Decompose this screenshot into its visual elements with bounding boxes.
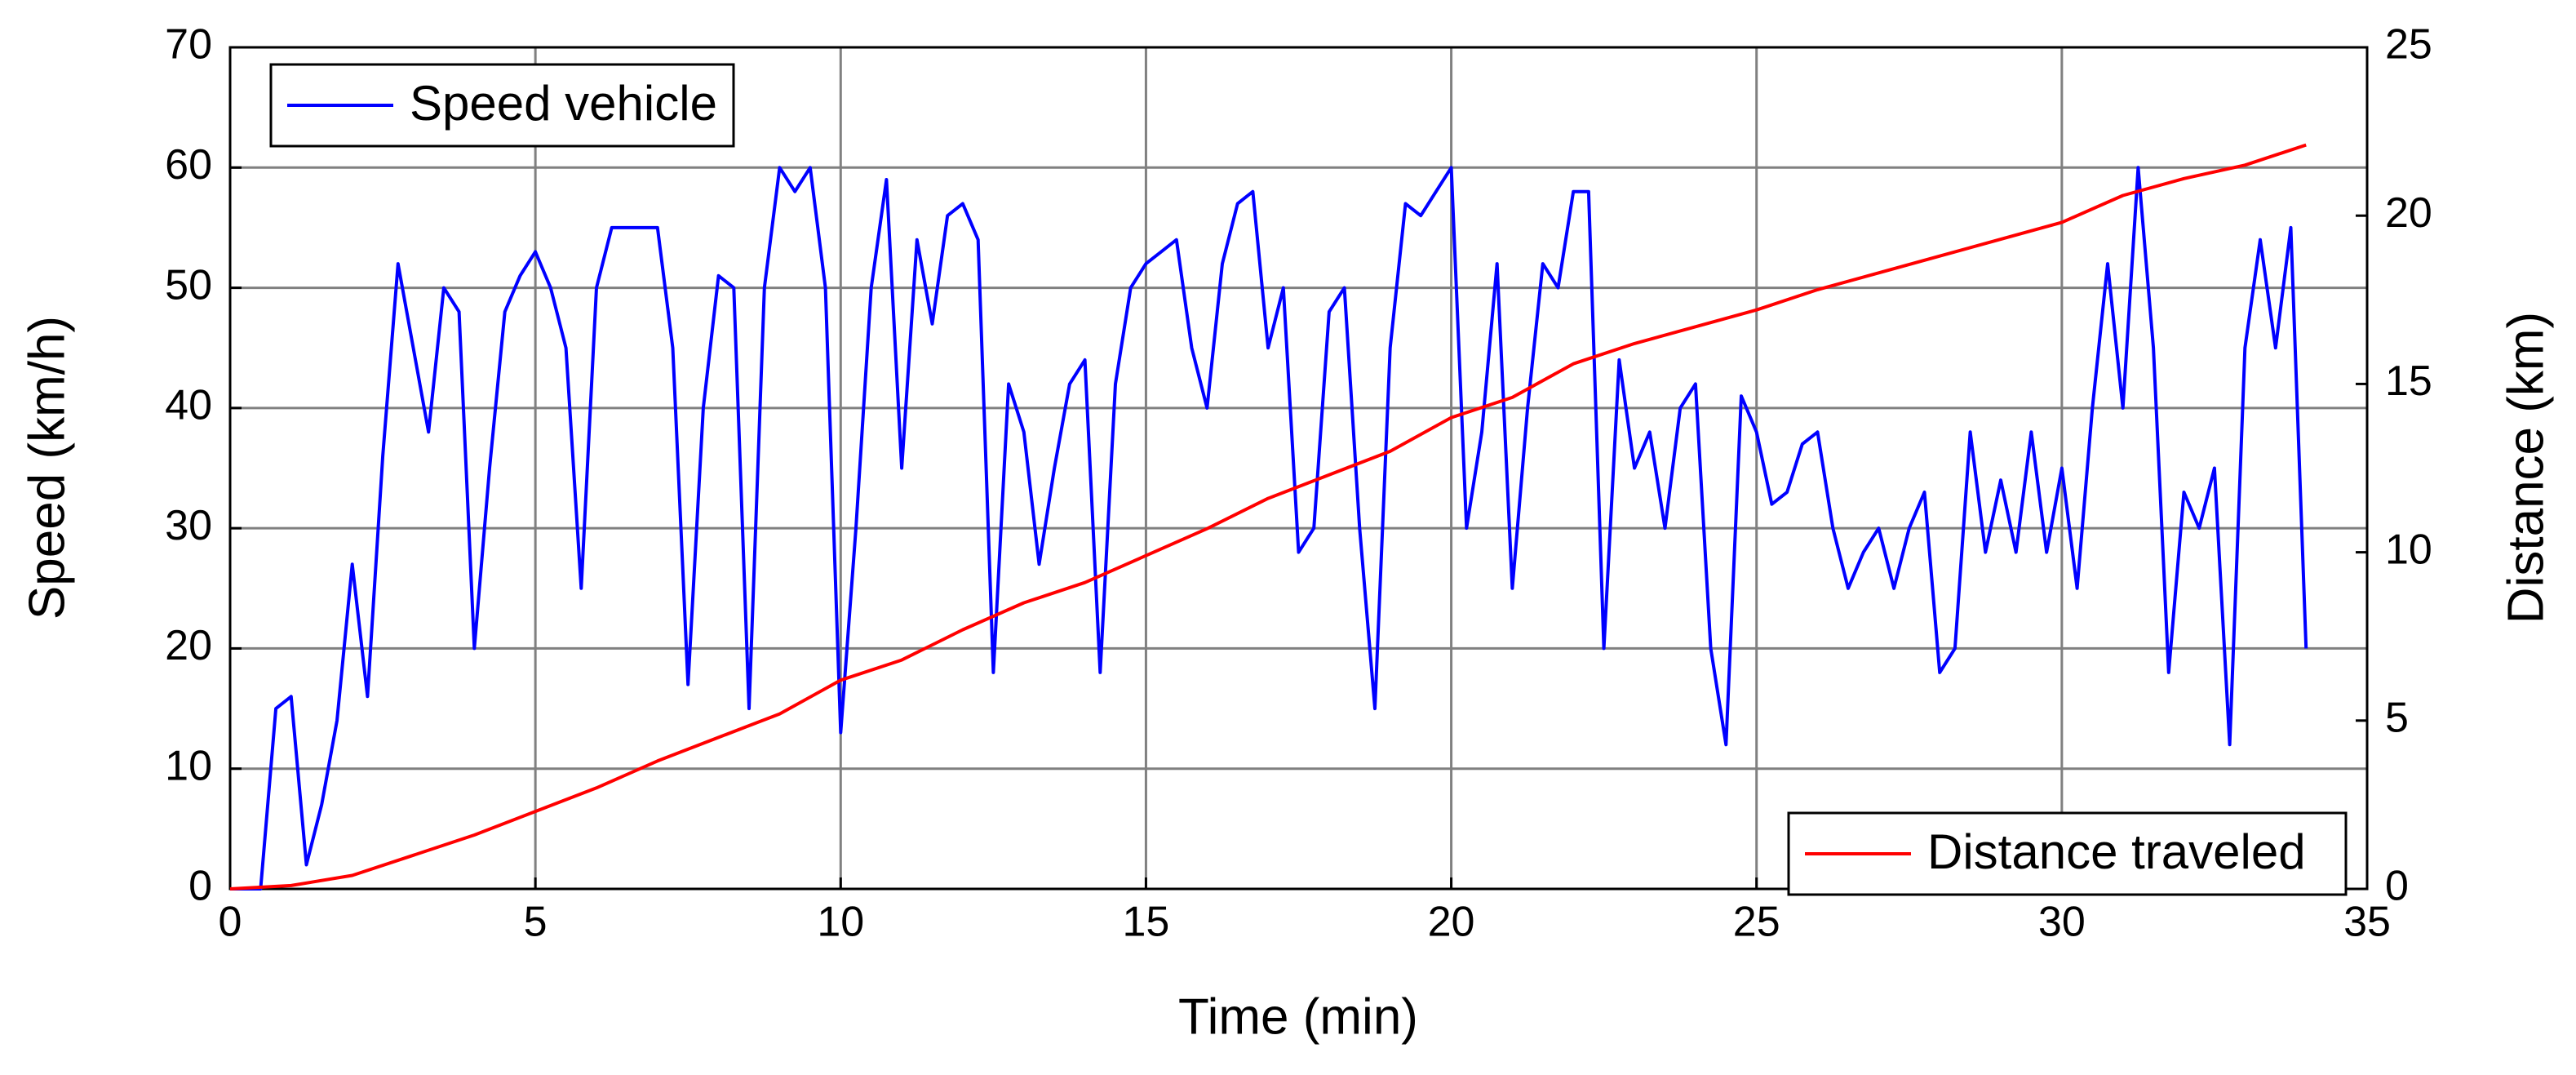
- x-tick-label: 35: [2343, 899, 2391, 946]
- x-axis-label: Time (min): [1178, 988, 1418, 1045]
- x-tick-label: 5: [524, 899, 548, 946]
- x-tick-label: 25: [1733, 899, 1780, 946]
- plot-frame: [228, 46, 2369, 891]
- y-tick-label: 50: [165, 261, 212, 309]
- x-tick-label: 15: [1123, 899, 1170, 946]
- y2-tick-label: 10: [2385, 526, 2432, 573]
- x-tick-label: 10: [817, 899, 864, 946]
- y2-tick-label: 20: [2385, 189, 2432, 237]
- y2-tick-label: 15: [2385, 358, 2432, 405]
- y-tick-label: 30: [165, 502, 212, 549]
- y2-tick-label: 5: [2385, 695, 2409, 742]
- y-tick-label: 40: [165, 382, 212, 429]
- y-tick-label: 10: [165, 742, 212, 789]
- y-axis-label: Speed (km/h): [19, 316, 75, 620]
- legend-label: Distance traveled: [1927, 824, 2306, 879]
- y-tick-label: 60: [165, 141, 212, 189]
- y-tick-label: 20: [165, 622, 212, 669]
- y-tick-label: 0: [188, 863, 212, 910]
- y2-axis-label: Distance (km): [2498, 312, 2554, 624]
- series-line: [229, 143, 2307, 891]
- x-tick-label: 20: [1428, 899, 1475, 946]
- x-tick-label: 0: [219, 899, 242, 946]
- legend-label: Speed vehicle: [410, 76, 717, 131]
- series-line: [230, 166, 2308, 891]
- y2-tick-label: 0: [2385, 863, 2409, 910]
- x-tick-label: 30: [2038, 899, 2086, 946]
- y2-tick-label: 25: [2385, 21, 2432, 69]
- y-tick-label: 70: [165, 21, 212, 69]
